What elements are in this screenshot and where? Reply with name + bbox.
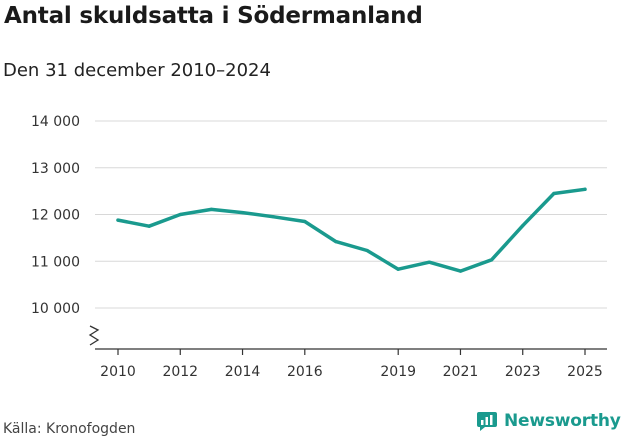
x-tick-label: 2012 [162, 364, 198, 380]
newsworthy-logo-icon [477, 412, 497, 431]
axis-break-icon [88, 325, 100, 346]
y-axis-tick-labels: 10 000 11 000 12 000 13 000 14 000 [31, 114, 80, 317]
data-point [272, 215, 276, 219]
data-point [178, 212, 182, 217]
data-point [365, 248, 369, 253]
x-tick-label: 2023 [505, 364, 541, 380]
data-point [427, 260, 431, 264]
data-point [458, 269, 463, 273]
x-tick-label: 2019 [380, 364, 416, 380]
x-tick-label: 2014 [225, 364, 261, 380]
data-point [334, 240, 338, 244]
data-point [583, 187, 587, 191]
x-tick-label: 2021 [443, 364, 479, 380]
data-point [147, 224, 151, 228]
chart-subtitle: Den 31 december 2010–2024 [3, 60, 271, 81]
data-point [521, 224, 525, 228]
brand-name: Newsworthy [504, 411, 621, 431]
data-point [303, 219, 307, 224]
data-point [490, 258, 494, 262]
series-group [116, 187, 587, 273]
y-tick-label: 11 000 [31, 254, 80, 270]
data-point [396, 267, 400, 271]
source-label: Källa: Kronofogden [3, 421, 136, 437]
gridlines [95, 120, 607, 309]
x-axis: 2010 2012 2014 2016 2019 2021 2023 2025 [95, 348, 607, 380]
data-point [209, 207, 213, 211]
series-line-0 [116, 187, 587, 273]
y-tick-label: 10 000 [31, 301, 80, 317]
x-tick-label: 2016 [287, 364, 323, 380]
y-tick-label: 12 000 [31, 208, 80, 224]
data-point [116, 218, 120, 222]
chart-title: Antal skuldsatta i Södermanland [4, 3, 423, 29]
x-tick-label: 2025 [567, 364, 603, 380]
data-point [240, 211, 245, 215]
x-tick-label: 2010 [100, 364, 136, 380]
data-point [552, 191, 556, 196]
y-tick-label: 14 000 [31, 114, 80, 130]
brand-logo[interactable]: Newsworthy [476, 410, 621, 432]
y-tick-label: 13 000 [31, 161, 80, 177]
